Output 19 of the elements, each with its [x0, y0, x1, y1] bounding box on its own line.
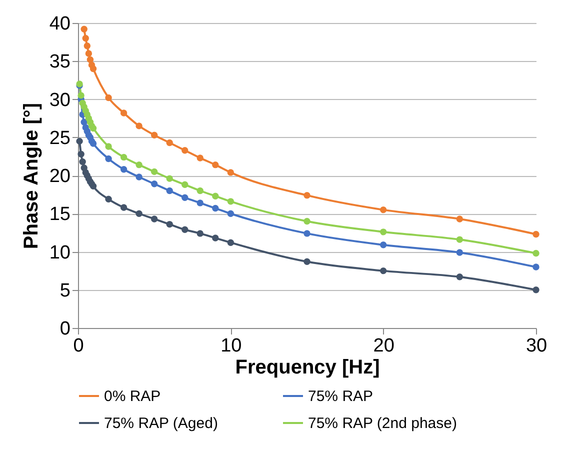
y-tick-label: 0 [60, 318, 70, 340]
y-tick-label: 10 [49, 242, 70, 264]
x-tick-label: 10 [220, 336, 242, 356]
y-tick-label: 5 [60, 280, 70, 302]
y-axis-title: Phase Angle [°] [20, 102, 42, 250]
y-tick-label: 40 [49, 14, 70, 34]
x-tick-label: 0 [73, 336, 84, 356]
y-tick-label: 30 [49, 90, 70, 111]
legend-label: 75% RAP (2nd phase) [308, 415, 457, 432]
legend-label: 0% RAP [104, 388, 161, 405]
x-tick-label: 20 [373, 336, 394, 356]
x-tick-label: 30 [526, 336, 548, 356]
y-tick-label: 35 [49, 52, 70, 73]
y-tick-label: 25 [49, 128, 70, 149]
legend-label: 75% RAP [308, 388, 374, 405]
legend-label: 75% RAP (Aged) [104, 415, 218, 432]
y-tick-label: 20 [49, 166, 70, 187]
x-axis-title: Frequency [Hz] [235, 356, 380, 378]
y-tick-label: 15 [49, 204, 70, 226]
